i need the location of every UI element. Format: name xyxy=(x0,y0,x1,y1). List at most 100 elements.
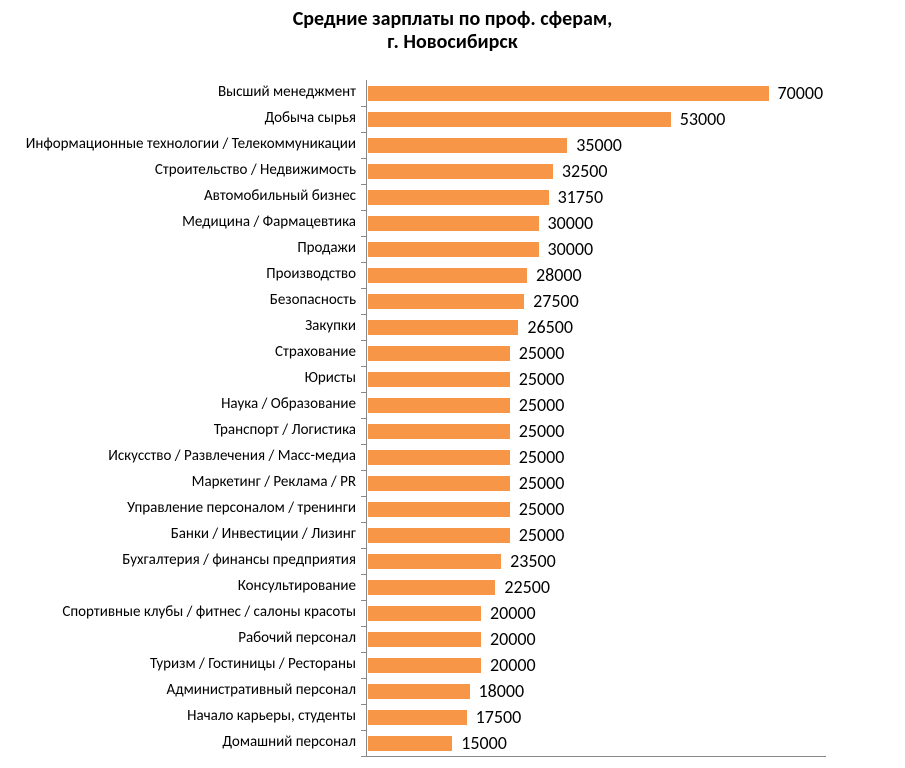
category-label: Административный персонал xyxy=(0,681,356,699)
y-tick xyxy=(361,184,366,185)
y-tick xyxy=(361,132,366,133)
category-label: Консультирование xyxy=(0,577,356,595)
value-label: 25000 xyxy=(519,472,565,494)
category-label: Маркетинг / Реклама / PR xyxy=(0,473,356,491)
value-label: 23500 xyxy=(510,550,556,572)
value-label: 27500 xyxy=(533,290,579,312)
y-tick xyxy=(361,418,366,419)
category-label: Юристы xyxy=(0,369,356,387)
y-tick xyxy=(361,106,366,107)
bar xyxy=(367,85,770,102)
category-label: Начало карьеры, студенты xyxy=(0,707,356,725)
value-label: 26500 xyxy=(527,316,573,338)
category-label: Медицина / Фармацевтика xyxy=(0,213,356,231)
x-axis xyxy=(366,756,826,757)
y-tick xyxy=(361,210,366,211)
category-label: Транспорт / Логистика xyxy=(0,421,356,439)
y-tick xyxy=(361,730,366,731)
bar xyxy=(367,371,511,388)
category-label: Наука / Образование xyxy=(0,395,356,413)
value-label: 20000 xyxy=(490,628,536,650)
chart-title-line2: г. Новосибирск xyxy=(387,30,517,54)
y-tick xyxy=(361,444,366,445)
y-tick xyxy=(361,522,366,523)
bar xyxy=(367,475,511,492)
category-label: Спортивные клубы / фитнес / салоны красо… xyxy=(0,603,356,621)
category-label: Автомобильный бизнес xyxy=(0,187,356,205)
bar xyxy=(367,319,519,336)
value-label: 31750 xyxy=(558,186,604,208)
y-tick xyxy=(361,704,366,705)
bar xyxy=(367,527,511,544)
value-label: 53000 xyxy=(680,108,726,130)
bar xyxy=(367,215,540,232)
category-label: Закупки xyxy=(0,317,356,335)
value-label: 22500 xyxy=(504,576,550,598)
value-label: 25000 xyxy=(519,342,565,364)
bar xyxy=(367,683,471,700)
bar xyxy=(367,735,453,752)
category-label: Искусство / Развлечения / Масс-медиа xyxy=(0,447,356,465)
value-label: 15000 xyxy=(461,732,507,754)
bar xyxy=(367,657,482,674)
bar xyxy=(367,449,511,466)
value-label: 20000 xyxy=(490,602,536,624)
bar xyxy=(367,293,525,310)
value-label: 25000 xyxy=(519,498,565,520)
category-label: Рабочий персонал xyxy=(0,629,356,647)
y-tick xyxy=(361,626,366,627)
chart-title: Средние зарплаты по проф. сферам, г. Нов… xyxy=(0,0,905,54)
y-tick xyxy=(361,392,366,393)
category-label: Страхование xyxy=(0,343,356,361)
bar xyxy=(367,501,511,518)
y-tick xyxy=(361,158,366,159)
y-tick xyxy=(361,288,366,289)
bar xyxy=(367,579,496,596)
plot-area: Высший менеджмент70000Добыча сырья53000И… xyxy=(0,80,905,758)
chart-title-line1: Средние зарплаты по проф. сферам, xyxy=(293,7,613,31)
value-label: 30000 xyxy=(548,212,594,234)
bar xyxy=(367,189,550,206)
category-label: Строительство / Недвижимость xyxy=(0,161,356,179)
bar xyxy=(367,137,568,154)
category-label: Домашний персонал xyxy=(0,733,356,751)
category-label: Управление персоналом / тренинги xyxy=(0,499,356,517)
y-tick xyxy=(361,678,366,679)
bar xyxy=(367,709,468,726)
y-tick xyxy=(361,314,366,315)
y-tick xyxy=(361,756,366,757)
value-label: 20000 xyxy=(490,654,536,676)
value-label: 25000 xyxy=(519,524,565,546)
bar xyxy=(367,163,554,180)
bar xyxy=(367,267,528,284)
bar xyxy=(367,111,672,128)
category-label: Высший менеджмент xyxy=(0,83,356,101)
y-tick xyxy=(361,574,366,575)
value-label: 30000 xyxy=(548,238,594,260)
category-label: Продажи xyxy=(0,239,356,257)
bar xyxy=(367,397,511,414)
value-label: 70000 xyxy=(778,82,824,104)
value-label: 18000 xyxy=(479,680,525,702)
category-label: Производство xyxy=(0,265,356,283)
y-axis xyxy=(366,80,367,756)
y-tick xyxy=(361,496,366,497)
bar xyxy=(367,553,502,570)
y-tick xyxy=(361,262,366,263)
y-tick xyxy=(361,340,366,341)
category-label: Безопасность xyxy=(0,291,356,309)
value-label: 17500 xyxy=(476,706,522,728)
value-label: 25000 xyxy=(519,446,565,468)
bar xyxy=(367,605,482,622)
value-label: 25000 xyxy=(519,420,565,442)
bar xyxy=(367,423,511,440)
bar xyxy=(367,345,511,362)
bar xyxy=(367,241,540,258)
category-label: Информационные технологии / Телекоммуник… xyxy=(0,135,356,153)
y-tick xyxy=(361,236,366,237)
y-tick xyxy=(361,548,366,549)
category-label: Банки / Инвестиции / Лизинг xyxy=(0,525,356,543)
y-tick xyxy=(361,652,366,653)
y-tick xyxy=(361,366,366,367)
salary-chart: Средние зарплаты по проф. сферам, г. Нов… xyxy=(0,0,905,768)
